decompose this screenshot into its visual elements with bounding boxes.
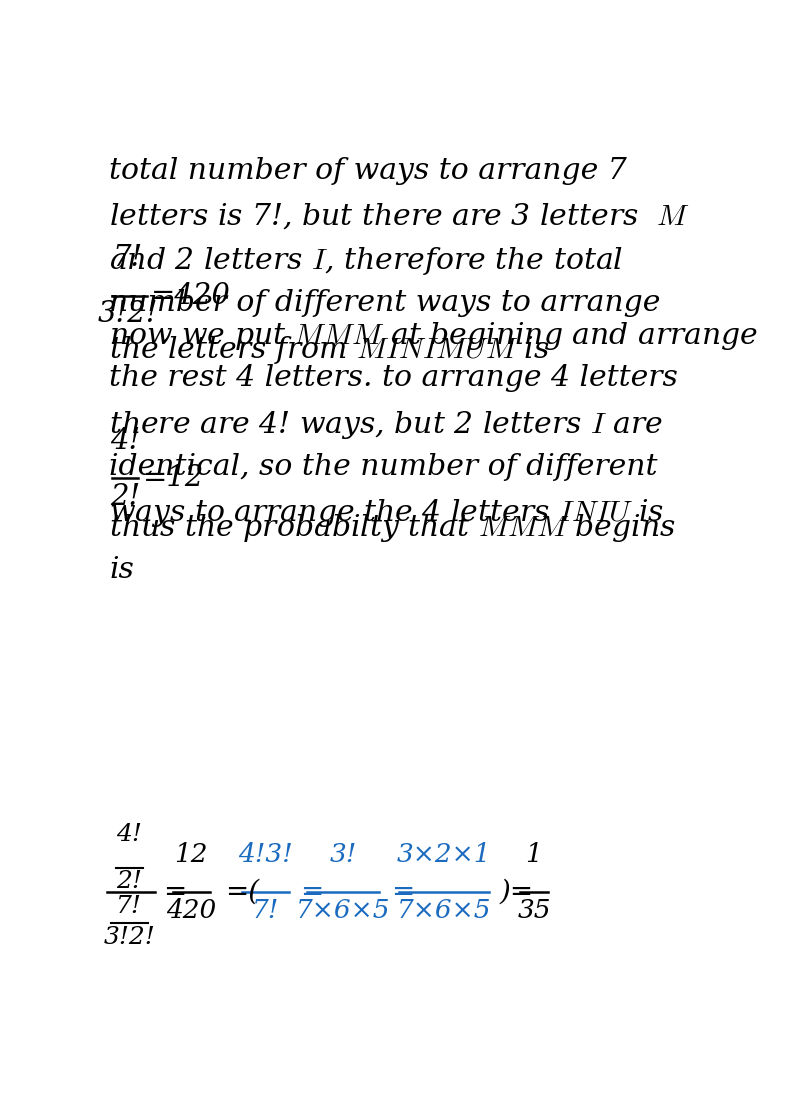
Text: 7×6×5: 7×6×5 (296, 898, 390, 924)
Text: 2!: 2! (110, 482, 140, 511)
Text: the rest 4 letters. to arrange 4 letters: the rest 4 letters. to arrange 4 letters (110, 364, 678, 393)
Text: 7×6×5: 7×6×5 (397, 898, 491, 924)
Text: =(: =( (226, 879, 259, 906)
Text: 2!: 2! (116, 870, 142, 894)
Text: 4!: 4! (110, 427, 140, 455)
Text: =: = (300, 879, 323, 906)
Text: and 2 letters $I$, therefore the total: and 2 letters $I$, therefore the total (110, 246, 623, 278)
Text: 4!: 4! (116, 823, 142, 846)
Text: thus the probabilty that $MMM$ begins: thus the probabilty that $MMM$ begins (110, 512, 676, 544)
Text: is: is (110, 556, 134, 584)
Text: )=: )= (500, 879, 534, 906)
Text: the letters from $MINIMUM$ is: the letters from $MINIMUM$ is (110, 334, 550, 366)
Text: total number of ways to arrange 7: total number of ways to arrange 7 (110, 157, 627, 185)
Text: 4!3!: 4!3! (238, 842, 293, 867)
Text: ways to arrange the 4 letters $INIU$ is: ways to arrange the 4 letters $INIU$ is (110, 498, 665, 529)
Text: number of different ways to arrange: number of different ways to arrange (110, 290, 661, 317)
Text: 3×2×1: 3×2×1 (397, 842, 491, 867)
Text: 3!2!: 3!2! (98, 301, 158, 328)
Text: =12: =12 (143, 465, 205, 492)
Text: identical, so the number of different: identical, so the number of different (110, 453, 658, 481)
Text: now we put $MMM$ at begining and arrange: now we put $MMM$ at begining and arrange (110, 320, 758, 352)
Text: 35: 35 (518, 898, 550, 924)
Text: 12: 12 (174, 842, 208, 867)
Text: there are 4! ways, but 2 letters $I$ are: there are 4! ways, but 2 letters $I$ are (110, 408, 663, 440)
Text: 7!: 7! (252, 898, 279, 924)
Text: =: = (391, 879, 414, 906)
Text: =: = (163, 879, 186, 906)
Text: 7!: 7! (116, 895, 142, 918)
Text: letters is 7!, but there are 3 letters  $M$: letters is 7!, but there are 3 letters $… (110, 201, 690, 231)
Text: 3!: 3! (330, 842, 357, 867)
Text: 1: 1 (526, 842, 542, 867)
Text: 420: 420 (166, 898, 216, 924)
Text: =420: =420 (151, 282, 230, 310)
Text: 3!2!: 3!2! (103, 926, 155, 949)
Text: 7!: 7! (113, 244, 143, 272)
